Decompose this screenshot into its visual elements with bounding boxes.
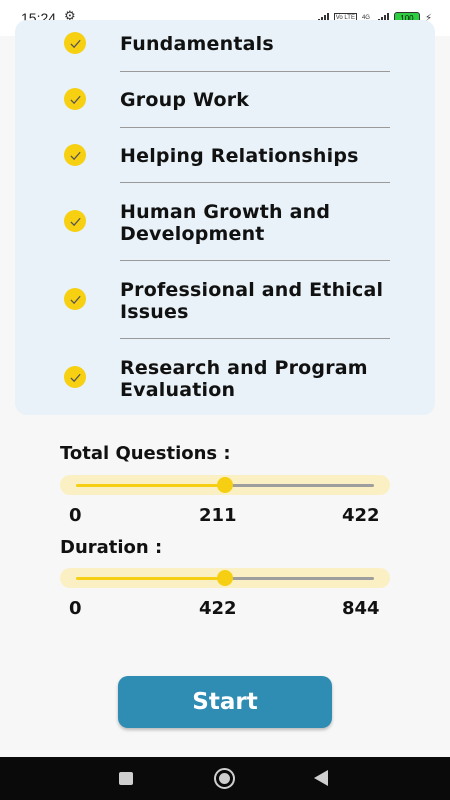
divider bbox=[120, 260, 390, 261]
duration-max: 844 bbox=[342, 598, 380, 619]
slider-track-active bbox=[76, 577, 225, 580]
check-icon[interactable] bbox=[64, 88, 86, 110]
topic-label: Professional and Ethical Issues bbox=[120, 279, 384, 323]
divider bbox=[120, 71, 390, 72]
topic-label: Fundamentals bbox=[120, 33, 274, 55]
questions-value: 211 bbox=[199, 505, 237, 526]
back-icon[interactable] bbox=[314, 770, 328, 786]
duration-value: 422 bbox=[199, 598, 237, 619]
home-icon[interactable] bbox=[214, 768, 235, 789]
navigation-bar bbox=[0, 757, 450, 800]
topic-label: Helping Relationships bbox=[120, 145, 359, 167]
gear-icon: ⚙ bbox=[64, 9, 76, 24]
questions-label: Total Questions : bbox=[60, 443, 231, 464]
start-button[interactable]: Start bbox=[118, 676, 332, 728]
duration-min: 0 bbox=[69, 598, 82, 619]
topics-card: Fundamentals Group Work Helping Relation… bbox=[15, 20, 435, 415]
check-icon[interactable] bbox=[64, 366, 86, 388]
network-type: 4G bbox=[361, 15, 370, 21]
check-icon[interactable] bbox=[64, 210, 86, 232]
slider-track-active bbox=[76, 484, 225, 487]
check-icon[interactable] bbox=[64, 288, 86, 310]
divider bbox=[120, 127, 390, 128]
check-icon[interactable] bbox=[64, 32, 86, 54]
divider bbox=[120, 338, 390, 339]
slider-thumb[interactable] bbox=[217, 477, 233, 493]
questions-slider[interactable] bbox=[60, 475, 390, 495]
check-icon[interactable] bbox=[64, 144, 86, 166]
topic-label: Human Growth and Development bbox=[120, 201, 331, 245]
slider-track-inactive bbox=[225, 484, 374, 487]
questions-max: 422 bbox=[342, 505, 380, 526]
divider bbox=[120, 182, 390, 183]
recent-apps-icon[interactable] bbox=[119, 772, 133, 785]
questions-min: 0 bbox=[69, 505, 82, 526]
topic-label: Research and Program Evaluation bbox=[120, 357, 368, 401]
duration-slider[interactable] bbox=[60, 568, 390, 588]
slider-thumb[interactable] bbox=[217, 570, 233, 586]
charging-icon: ⚡ bbox=[424, 12, 432, 24]
slider-track-inactive bbox=[225, 577, 374, 580]
topic-label: Group Work bbox=[120, 89, 250, 111]
duration-label: Duration : bbox=[60, 537, 163, 558]
